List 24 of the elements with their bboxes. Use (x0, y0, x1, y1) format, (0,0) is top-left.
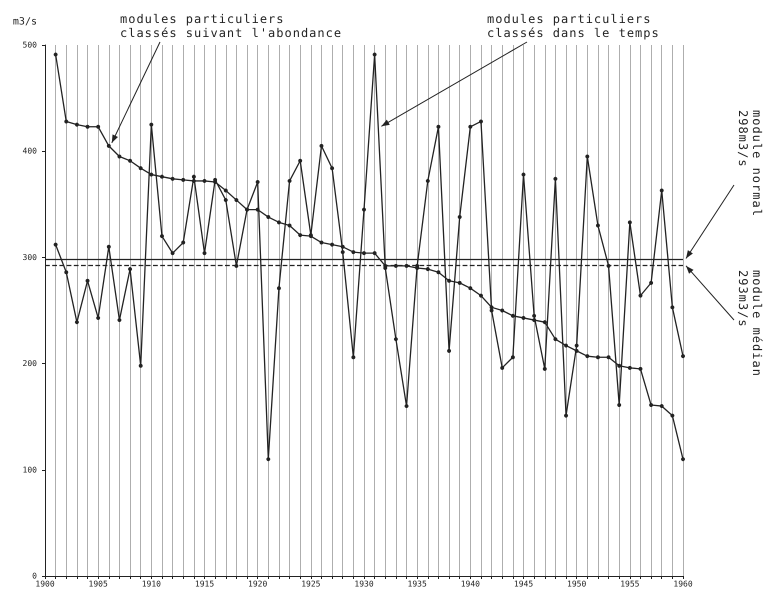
x-tick-label: 1925 (301, 580, 321, 588)
y-tick-label: 300 (22, 252, 38, 262)
x-tick-label: 1900 (35, 580, 55, 588)
x-tick-label: 1915 (194, 580, 214, 588)
ref-line-label: module médian 293m3/s (736, 270, 764, 377)
x-tick-label: 1950 (567, 580, 586, 588)
y-tick-label: 100 (22, 465, 38, 474)
y-tick-label: 200 (22, 359, 38, 368)
y-axis-title: m3/s (12, 16, 37, 28)
y-tick-label: 500 (22, 40, 38, 50)
x-tick-label: 1955 (620, 580, 640, 588)
text: modules particuliers classés dans le temps (487, 12, 660, 40)
x-tick-label: 1905 (88, 580, 108, 588)
x-tick-label: 1960 (673, 580, 693, 588)
ref-line-label: module normal 298m3/s (736, 110, 764, 217)
y-tick-label: 0 (32, 572, 38, 580)
text: modules particuliers classés suivant l'abondance (120, 12, 342, 40)
x-tick-label: 1920 (248, 580, 268, 588)
x-tick-label: 1940 (460, 580, 480, 588)
x-tick-label: 1910 (142, 580, 162, 588)
x-tick-label: 1945 (514, 580, 534, 588)
y-tick-label: 400 (22, 146, 38, 156)
x-tick-label: 1935 (408, 580, 427, 588)
x-tick-label: 1930 (354, 580, 374, 588)
